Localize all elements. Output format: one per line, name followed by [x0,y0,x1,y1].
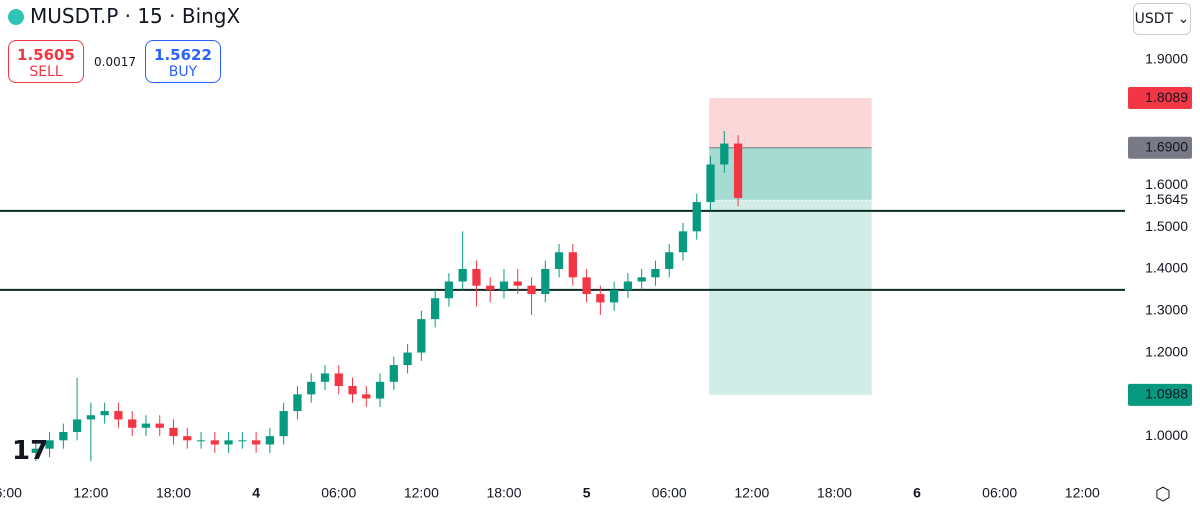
last-price-bg [1128,191,1192,210]
x-tick-label: 6:00 [0,485,22,501]
symbol-title[interactable]: MUSDT.P · 15 · BingX [8,4,240,28]
candle-body [59,431,68,441]
candle-body [596,294,605,303]
candle-body [114,411,123,420]
x-tick-label: 06:00 [982,485,1017,501]
candle-body [72,419,82,432]
candle-body [169,427,178,437]
x-tick-label: 12:00 [734,485,769,501]
x-tick-label: 06:00 [652,485,687,501]
candle-body [293,394,302,412]
candle-body [692,202,701,232]
y-tick-label: 1.6000 [1145,176,1188,192]
candle-body [458,268,467,282]
currency: USDT [1134,11,1174,27]
symbol-icon [8,9,24,25]
x-tick-label: 18:00 [817,485,852,501]
y-tick-label: 1.3000 [1145,301,1188,317]
candle-body [183,436,192,441]
buy-label: BUY [168,64,198,80]
y-tick-label: 1.4000 [1145,260,1188,276]
candle-body [499,281,509,290]
candle-body [100,411,109,416]
x-tick-label: 18:00 [486,485,521,501]
stop-tag: 1.8089 [1145,89,1188,105]
entry-tag-bg [1128,136,1192,159]
candle-body [279,411,288,437]
candle-body [362,394,371,399]
x-tick-label: 06:00 [321,485,356,501]
candle-body [141,423,151,428]
candle-body [582,277,591,295]
y-tick-label: 1.9000 [1145,51,1188,67]
x-tick-label: 6 [913,485,921,501]
candle-body [86,415,96,420]
candle-body [128,419,137,428]
candle-body [417,319,426,353]
candle-body [320,373,330,382]
candle-body [610,289,619,303]
candle-body [444,281,454,299]
candle-body [665,252,674,269]
candle-body [637,277,646,282]
x-tick-label: 12:00 [73,485,108,501]
logo: 17 [12,436,49,466]
buy-price: 1.5622 [154,46,212,64]
candle-body [224,440,233,445]
stop-zone [709,98,872,148]
x-tick-label: 12:00 [404,485,439,501]
candle-body [403,352,412,366]
candle-body [334,373,343,386]
x-tick-label: 12:00 [1065,485,1100,501]
x-tick-label: 4 [252,485,260,501]
sell-button[interactable]: 1.5605 SELL [8,40,84,83]
y-tick-label: 1.0000 [1145,427,1188,443]
candle-body [472,268,481,286]
candle-body [541,268,550,295]
candle-body [210,440,219,445]
candle-body [430,298,440,320]
open-profit-zone [709,147,872,201]
target-tag-bg [1128,383,1192,406]
candle-body [265,436,275,445]
candle-body [389,365,398,382]
target-tag: 1.0988 [1145,386,1188,402]
last-price-tag: 1.5645 [1145,191,1188,207]
candle-body [706,164,715,203]
candle-body [554,252,564,269]
sell-label: SELL [29,64,63,80]
y-tick-label: 1.5000 [1145,218,1188,234]
candle-body [307,381,316,395]
candle-body [31,448,40,453]
candle-body [678,231,688,253]
candle-body [348,385,357,395]
candle-body [196,440,206,442]
x-tick-label: 18:00 [156,485,191,501]
x-tick-label: 5 [583,485,591,501]
candle-body [45,440,54,449]
y-tick-label: 1.2000 [1145,343,1188,359]
candle-body [251,440,261,445]
candle-body [513,281,522,286]
spread: 0.0017 [94,55,136,69]
candle-body [238,440,247,442]
settings-icon[interactable]: ⬡ [1155,484,1171,505]
entry-tag: 1.6900 [1145,138,1188,154]
candle-body [733,143,743,198]
candle-body [568,252,577,278]
candle-body [651,268,660,278]
candle-body [375,381,385,399]
candle-body [623,281,633,290]
candle-body [527,285,536,295]
buy-button[interactable]: 1.5622 BUY [145,40,221,83]
symbol: MUSDT.P · 15 · BingX [30,4,241,28]
candle-body [155,423,164,428]
candle-body [720,143,729,165]
currency-select[interactable]: USDT ⌄ [1133,3,1191,35]
stop-tag-bg [1128,87,1192,110]
sell-price: 1.5605 [17,46,75,64]
candle-body [486,285,495,290]
